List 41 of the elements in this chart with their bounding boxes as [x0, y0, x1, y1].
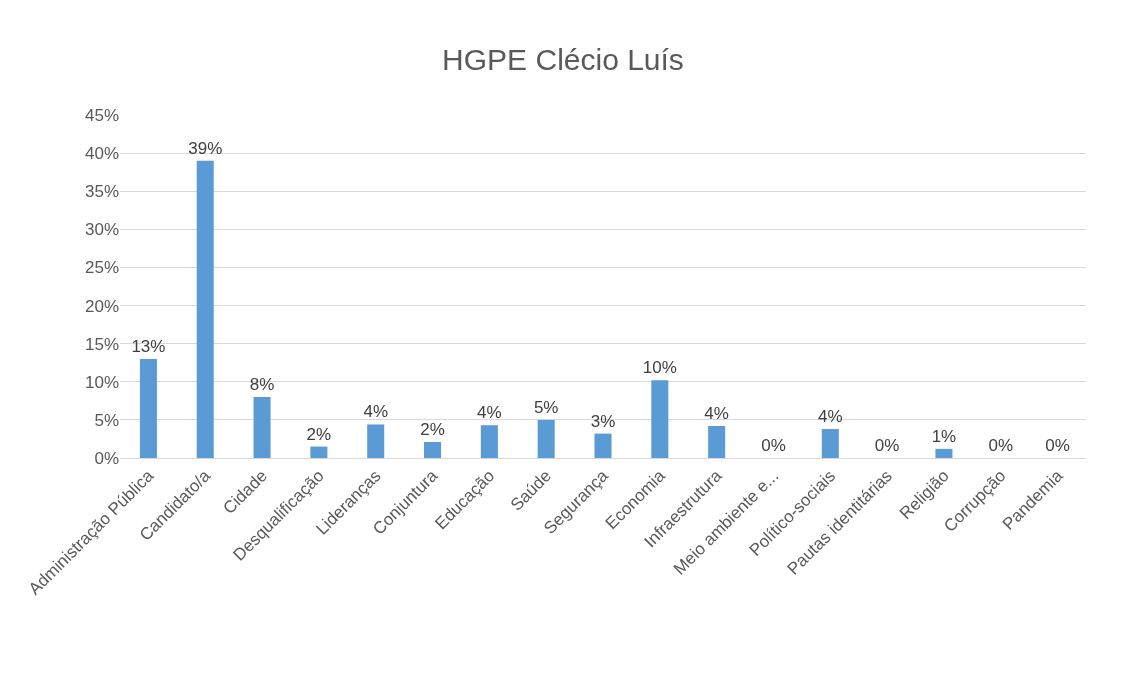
y-tick-label: 10% — [84, 372, 119, 392]
data-label: 3% — [590, 411, 616, 431]
data-label: 0% — [874, 436, 900, 455]
y-tick-label: 35% — [84, 182, 119, 202]
bar — [253, 397, 271, 458]
bar — [651, 380, 669, 458]
bar — [537, 419, 555, 458]
data-label: 10% — [642, 358, 677, 378]
data-label: 4% — [818, 407, 843, 427]
y-tick-label: 45% — [84, 105, 119, 125]
bar — [594, 433, 612, 458]
chart-title: HGPE Clécio Luís — [442, 42, 684, 76]
bar — [480, 425, 498, 458]
data-label: 4% — [363, 402, 388, 422]
y-tick-label: 30% — [84, 220, 119, 240]
bar — [367, 424, 385, 458]
data-label: 0% — [988, 436, 1014, 455]
bar — [310, 446, 328, 458]
data-label: 8% — [249, 375, 275, 395]
data-label: 0% — [1045, 436, 1070, 455]
y-tick-label: 20% — [84, 296, 119, 316]
bar — [708, 425, 726, 458]
y-tick-label: 5% — [94, 410, 119, 430]
data-label: 5% — [533, 397, 559, 417]
data-label: 4% — [477, 403, 502, 423]
data-label: 13% — [131, 336, 166, 356]
data-label: 4% — [704, 403, 729, 423]
bar — [935, 448, 953, 458]
bar — [821, 429, 839, 458]
data-label: 1% — [931, 426, 957, 446]
y-tick-label: 25% — [84, 258, 119, 278]
data-label: 0% — [761, 436, 786, 455]
data-label: 2% — [306, 424, 332, 444]
data-label: 39% — [188, 138, 223, 158]
y-tick-label: 40% — [84, 144, 119, 164]
data-label: 2% — [420, 419, 445, 439]
bar — [196, 160, 214, 458]
bar — [139, 358, 157, 458]
y-tick-label: 15% — [84, 334, 119, 354]
bar — [424, 441, 442, 458]
y-tick-label: 0% — [94, 448, 119, 468]
